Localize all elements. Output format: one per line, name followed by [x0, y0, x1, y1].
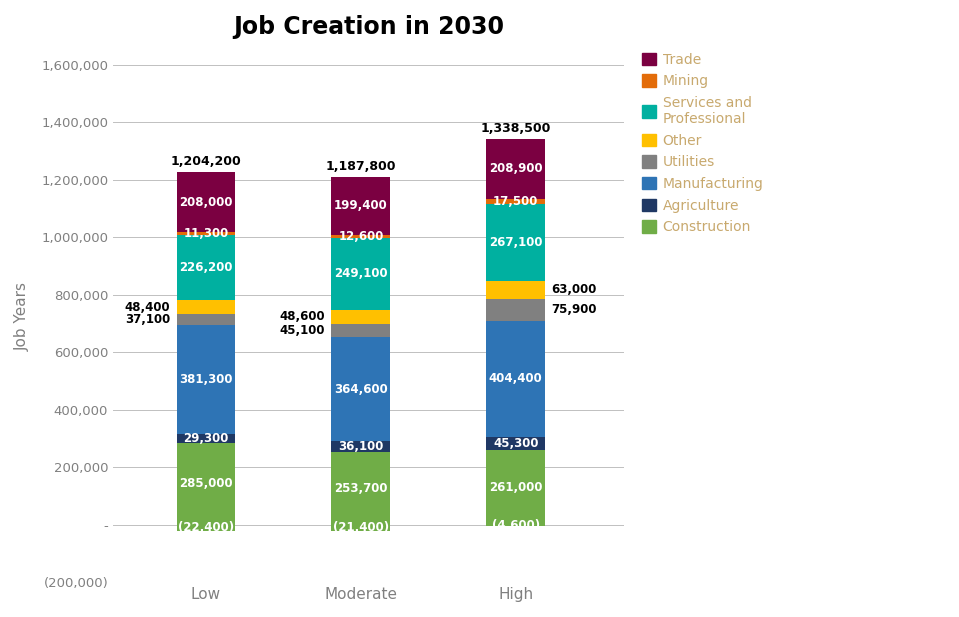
Bar	[176, 434, 236, 443]
Bar	[486, 139, 546, 199]
Legend: Trade, Mining, Services and
Professional, Other, Utilities, Manufacturing, Agric: Trade, Mining, Services and Professional…	[636, 47, 769, 240]
Bar	[332, 452, 390, 524]
Text: 208,900: 208,900	[489, 162, 543, 175]
Bar	[486, 299, 546, 320]
Bar	[332, 177, 390, 234]
Text: 63,000: 63,000	[551, 283, 596, 296]
Text: 1,187,800: 1,187,800	[326, 160, 396, 173]
Bar	[486, 450, 546, 524]
Text: 199,400: 199,400	[334, 199, 387, 212]
Bar	[332, 324, 390, 337]
Bar	[332, 234, 390, 238]
Bar	[332, 238, 390, 310]
Bar	[486, 199, 546, 204]
Y-axis label: Job Years: Job Years	[15, 282, 30, 351]
Text: 267,100: 267,100	[489, 236, 543, 249]
Bar	[332, 310, 390, 324]
Bar	[486, 320, 546, 437]
Bar	[486, 437, 546, 450]
Bar	[486, 204, 546, 281]
Text: 404,400: 404,400	[489, 372, 543, 385]
Text: 11,300: 11,300	[183, 227, 228, 240]
Text: 261,000: 261,000	[489, 481, 543, 494]
Text: 208,000: 208,000	[179, 196, 233, 209]
Text: 285,000: 285,000	[179, 477, 233, 491]
Text: 48,600: 48,600	[280, 310, 325, 323]
Text: 226,200: 226,200	[179, 261, 233, 275]
Text: 1,338,500: 1,338,500	[480, 122, 551, 135]
Text: (21,400): (21,400)	[333, 521, 389, 534]
Text: 36,100: 36,100	[339, 440, 384, 453]
Title: Job Creation in 2030: Job Creation in 2030	[233, 15, 504, 39]
Bar	[176, 232, 236, 235]
Text: 253,700: 253,700	[334, 482, 387, 495]
Text: 45,100: 45,100	[280, 324, 325, 337]
Text: 364,600: 364,600	[334, 383, 387, 395]
Bar	[486, 524, 546, 526]
Text: (4,600): (4,600)	[492, 519, 540, 532]
Bar	[176, 524, 236, 531]
Text: 381,300: 381,300	[179, 373, 233, 386]
Bar	[176, 325, 236, 434]
Text: 17,500: 17,500	[493, 195, 538, 208]
Text: 29,300: 29,300	[183, 432, 228, 445]
Text: 37,100: 37,100	[126, 313, 171, 326]
Text: 12,600: 12,600	[339, 230, 384, 243]
Bar	[332, 441, 390, 452]
Bar	[332, 524, 390, 531]
Bar	[332, 337, 390, 441]
Bar	[486, 281, 546, 299]
Bar	[176, 300, 236, 314]
Text: 45,300: 45,300	[493, 437, 539, 450]
Text: (22,400): (22,400)	[178, 521, 234, 534]
Bar	[176, 314, 236, 325]
Text: 48,400: 48,400	[125, 300, 171, 313]
Text: 75,900: 75,900	[551, 303, 596, 316]
Bar	[176, 443, 236, 524]
Text: 249,100: 249,100	[334, 268, 387, 281]
Bar	[176, 235, 236, 300]
Text: 1,204,200: 1,204,200	[171, 155, 242, 168]
Bar	[176, 172, 236, 232]
